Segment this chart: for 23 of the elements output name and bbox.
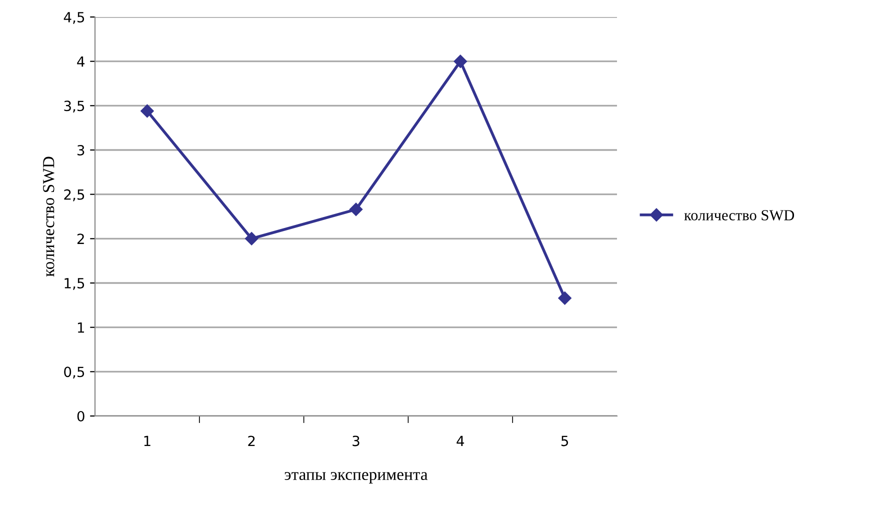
y-tick-label: 3,5 bbox=[64, 100, 84, 113]
x-tick-label: 5 bbox=[561, 436, 568, 446]
point bbox=[349, 202, 363, 216]
point bbox=[558, 291, 572, 305]
legend-label: количество SWD bbox=[684, 210, 794, 220]
y-tick-label: 2 bbox=[77, 234, 84, 244]
point bbox=[245, 232, 258, 246]
y-tick-label: 4 bbox=[77, 56, 84, 67]
point bbox=[454, 54, 467, 68]
point bbox=[140, 104, 154, 118]
x-axis-title: этапы эксперимента bbox=[284, 472, 428, 484]
x-tick-label: 3 bbox=[352, 436, 360, 446]
y-tick-label: 1,5 bbox=[64, 278, 84, 290]
x-tick-label: 2 bbox=[248, 436, 255, 446]
y-tick-label: 3 bbox=[78, 144, 84, 156]
y-tick-label: 4,5 bbox=[64, 12, 84, 24]
y-axis-title: количество SWD bbox=[43, 156, 54, 277]
y-tick-label: 0,5 bbox=[64, 366, 84, 379]
y-tick-label: 2,5 bbox=[64, 189, 84, 202]
x-tick-label: 1 bbox=[144, 436, 150, 446]
y-tick-label: 1 bbox=[78, 322, 84, 333]
y-tick-label: 0 bbox=[77, 410, 84, 422]
x-tick-label: 4 bbox=[456, 436, 464, 446]
